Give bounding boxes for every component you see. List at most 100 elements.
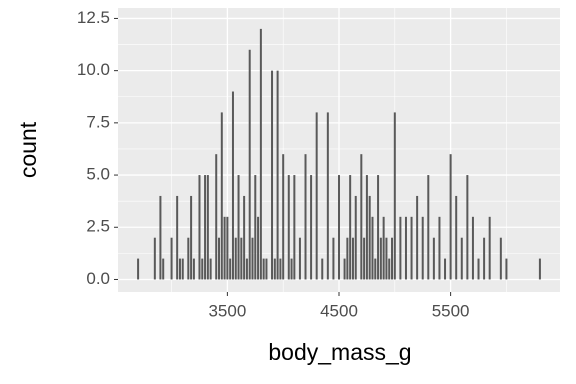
bar bbox=[234, 237, 237, 280]
bar bbox=[449, 154, 452, 280]
y-axis-title: count bbox=[15, 121, 41, 178]
bar bbox=[251, 237, 254, 280]
y-tick-label: 10.0 bbox=[77, 60, 110, 79]
bar bbox=[204, 175, 207, 280]
bar bbox=[310, 175, 313, 280]
bar bbox=[315, 112, 318, 280]
bar bbox=[382, 216, 385, 280]
bar bbox=[170, 237, 173, 280]
bar bbox=[354, 195, 357, 280]
bar bbox=[471, 216, 474, 280]
bar bbox=[365, 175, 368, 280]
bar bbox=[218, 237, 221, 280]
bar bbox=[137, 258, 140, 280]
bar bbox=[326, 112, 329, 280]
bar bbox=[181, 258, 184, 280]
bar bbox=[245, 258, 248, 280]
bar bbox=[483, 237, 486, 280]
bar bbox=[187, 237, 190, 280]
bar bbox=[455, 195, 458, 280]
bar bbox=[363, 237, 366, 280]
bar bbox=[371, 216, 374, 280]
x-tick-label: 3500 bbox=[208, 301, 246, 320]
bar bbox=[505, 258, 508, 280]
bar bbox=[190, 195, 193, 280]
bar bbox=[293, 175, 296, 280]
y-tick-label: 2.5 bbox=[86, 217, 110, 236]
bar bbox=[243, 195, 246, 280]
x-tick-label: 5500 bbox=[432, 301, 470, 320]
bar bbox=[257, 216, 260, 280]
y-tick-label: 0.0 bbox=[86, 269, 110, 288]
bar bbox=[237, 175, 240, 280]
y-tick-label: 5.0 bbox=[86, 165, 110, 184]
bar bbox=[282, 154, 285, 280]
bar bbox=[279, 258, 282, 280]
bar bbox=[162, 258, 165, 280]
bar bbox=[391, 237, 394, 280]
bar bbox=[176, 195, 179, 280]
bar bbox=[438, 216, 441, 280]
bar bbox=[209, 258, 212, 280]
bar bbox=[379, 237, 382, 280]
bar bbox=[201, 258, 204, 280]
bar bbox=[477, 258, 480, 280]
bar bbox=[393, 112, 396, 280]
bar bbox=[265, 258, 268, 280]
bar bbox=[298, 237, 301, 280]
bar bbox=[271, 70, 274, 280]
bar bbox=[432, 237, 435, 280]
bar bbox=[460, 237, 463, 280]
y-tick-label: 7.5 bbox=[86, 112, 110, 131]
bar bbox=[368, 195, 371, 280]
bar bbox=[290, 258, 293, 280]
bar bbox=[198, 175, 201, 280]
bar bbox=[488, 216, 491, 280]
bar bbox=[332, 237, 335, 280]
bar bbox=[226, 216, 229, 280]
y-tick-label: 12.5 bbox=[77, 8, 110, 27]
bar bbox=[338, 175, 340, 280]
bar bbox=[427, 175, 430, 280]
bar bbox=[192, 258, 195, 280]
bar bbox=[538, 258, 541, 280]
bar bbox=[444, 258, 447, 280]
bar bbox=[360, 154, 363, 280]
bar bbox=[153, 237, 156, 280]
bar bbox=[273, 258, 276, 280]
bar bbox=[240, 237, 243, 280]
bar bbox=[410, 216, 413, 280]
bar bbox=[262, 258, 265, 280]
bar bbox=[304, 154, 307, 280]
bar bbox=[377, 175, 380, 280]
bar bbox=[346, 237, 349, 280]
bar bbox=[374, 258, 377, 280]
bar bbox=[343, 258, 346, 280]
bar bbox=[499, 237, 502, 280]
bar bbox=[349, 175, 352, 280]
bar bbox=[321, 258, 324, 280]
bar bbox=[276, 70, 279, 280]
bar bbox=[259, 28, 262, 280]
bar bbox=[248, 49, 251, 280]
x-axis-title: body_mass_g bbox=[268, 339, 411, 365]
bar bbox=[466, 175, 469, 280]
bar bbox=[388, 258, 391, 280]
bar bbox=[404, 216, 407, 280]
bar bbox=[254, 175, 257, 280]
bar bbox=[421, 216, 424, 280]
bar bbox=[399, 216, 402, 280]
bar bbox=[206, 175, 209, 280]
bar bbox=[159, 195, 162, 280]
bar bbox=[220, 112, 223, 280]
bar bbox=[223, 216, 226, 280]
bar bbox=[287, 175, 290, 280]
bar bbox=[385, 237, 388, 280]
bar bbox=[178, 258, 181, 280]
bar bbox=[351, 237, 354, 280]
x-tick-label: 4500 bbox=[320, 301, 358, 320]
bar bbox=[229, 258, 232, 280]
bar bbox=[231, 91, 234, 280]
